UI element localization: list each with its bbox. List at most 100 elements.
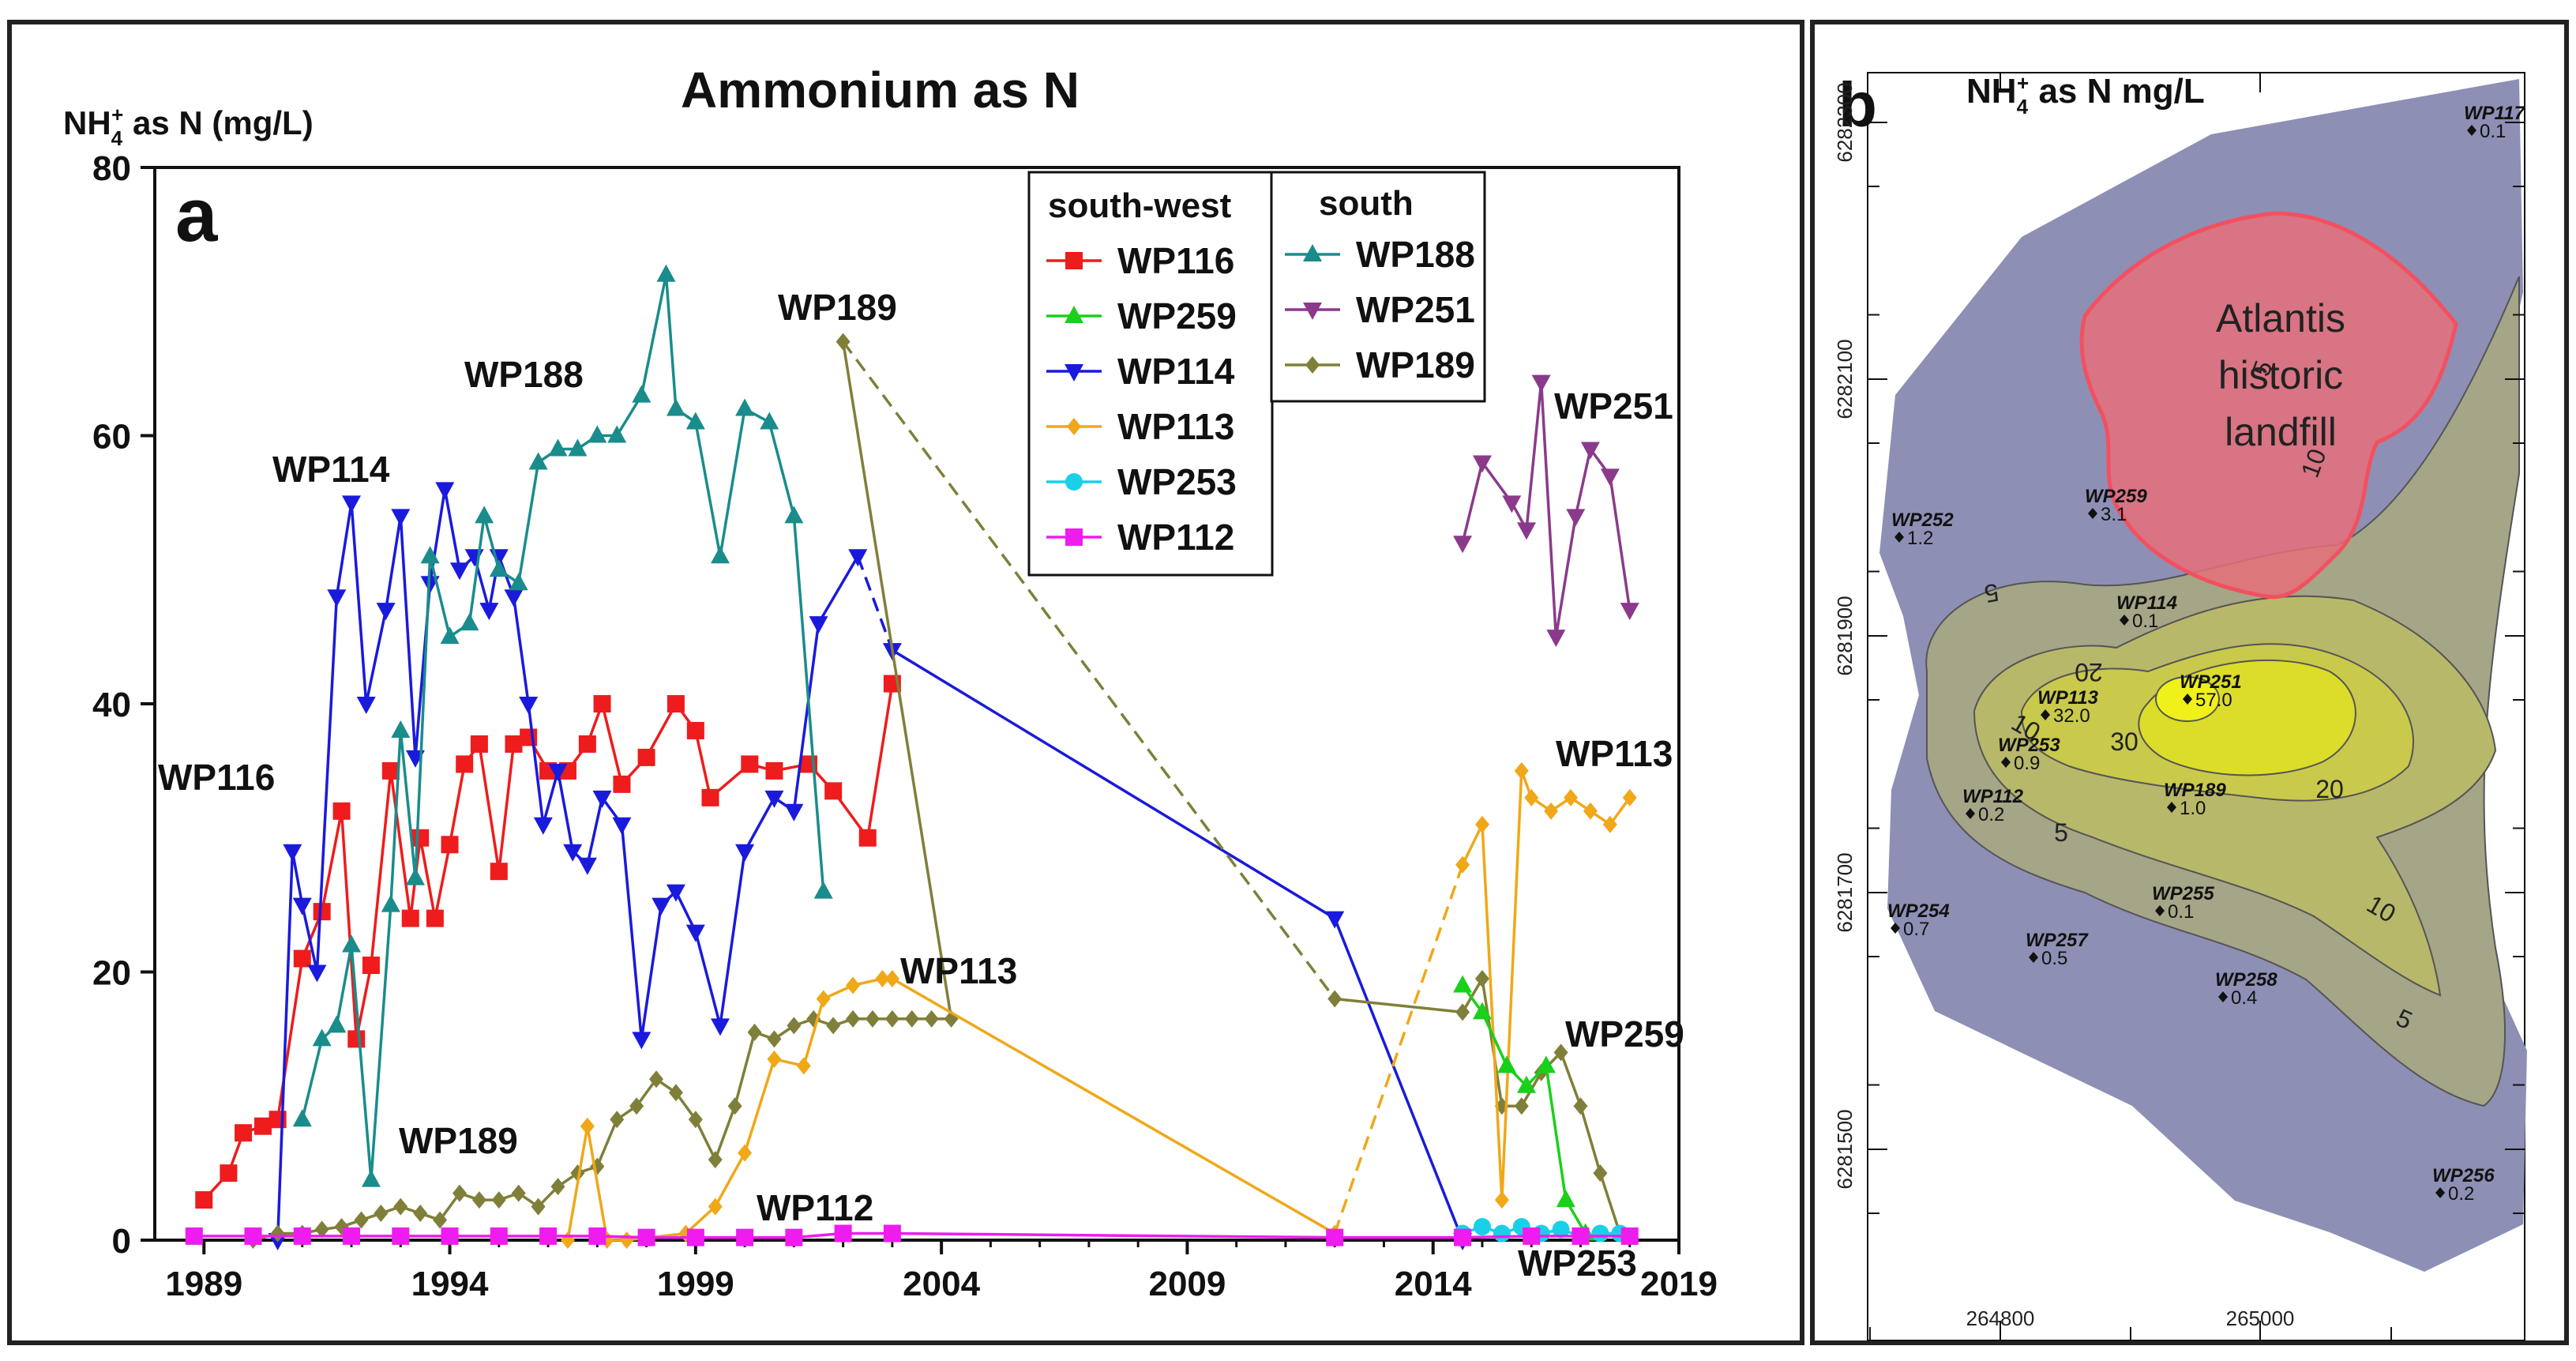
well-marker [2218, 991, 2228, 1002]
legend-title-south: south [1319, 184, 1414, 223]
WP188-point [685, 412, 705, 430]
legend-title-southwest: south-west [1048, 186, 1232, 225]
WP251-point [1600, 468, 1620, 487]
WP116-point [253, 1117, 272, 1135]
legend-label-wp113: WP113 [1117, 406, 1234, 447]
WP188-point [509, 573, 528, 591]
well-value: 0.2 [1978, 804, 2004, 825]
WP116-point [578, 735, 596, 753]
WP189-point [1593, 1164, 1608, 1182]
legend-WP116-point [1065, 252, 1083, 269]
y-axis: 0 20 40 60 80 [92, 149, 155, 1261]
WP112-point [736, 1228, 754, 1246]
WP188-point [489, 559, 509, 577]
WP112-line [193, 1231, 1630, 1239]
WP189-point [491, 1191, 506, 1209]
WP114-point [504, 589, 524, 607]
WP114-point [710, 1018, 730, 1036]
series-wp251 [1453, 374, 1639, 648]
series-wp259 [1453, 975, 1595, 1241]
y-tick-label: 20 [92, 954, 131, 993]
legend-WP189-point [1305, 356, 1320, 374]
legend-label-wp114: WP114 [1117, 351, 1235, 392]
panel-b: Atlantis historic landfill b NH4+ as N m… [1833, 70, 2527, 1341]
WP116-point [505, 735, 523, 753]
WP253-point [1552, 1220, 1570, 1239]
WP112-point [588, 1227, 606, 1245]
annotation-label: WP114 [272, 449, 390, 490]
well-marker [2155, 905, 2165, 916]
y-tick-label: 60 [92, 418, 131, 457]
WP188-point [342, 934, 362, 953]
WP116-point [411, 829, 430, 847]
WP189-point [787, 1017, 802, 1035]
WP188-point [656, 264, 676, 282]
series-wp113 [560, 761, 1637, 1249]
WP116-point [332, 802, 351, 820]
WP114-point [391, 509, 411, 527]
WP259-point [1472, 1002, 1492, 1020]
legend-WP188-point [1303, 244, 1322, 261]
WP189-point [1474, 969, 1489, 987]
map-title: NH4+ as N mg/L [1966, 71, 2205, 118]
well-name: WP259 [2085, 486, 2147, 507]
contour-label: 5 [2054, 818, 2068, 847]
WP113-point [1544, 802, 1559, 820]
annotation-label: WP113 [900, 950, 1017, 991]
contour-label: 20 [2075, 658, 2103, 686]
WP251-point [1620, 603, 1639, 621]
WP188-point [784, 506, 804, 524]
WP189-point [846, 1009, 861, 1028]
contour-label: 5 [1982, 578, 2001, 609]
WP112-point [834, 1224, 852, 1243]
WP189-point [629, 1097, 644, 1115]
well-value: 32.0 [2053, 705, 2090, 727]
annotation-label: WP189 [778, 287, 897, 328]
WP188-point [391, 720, 411, 738]
WP189-point [836, 333, 851, 351]
WP112-point [1326, 1228, 1344, 1246]
well-marker [2088, 508, 2097, 519]
legend-WP114-point [1065, 364, 1083, 382]
landfill-area [2079, 211, 2458, 600]
WP116-point [765, 761, 783, 780]
WP116-point [701, 788, 719, 806]
well-value: 0.1 [2132, 611, 2158, 632]
WP188-point [405, 867, 425, 885]
map-axes: 6282300 6282100 6281900 6281700 6281500 26480… [1833, 73, 2525, 1340]
WP189-point [1573, 1097, 1588, 1115]
legend-label-wp188: WP188 [1356, 234, 1475, 275]
well-value: 0.1 [2168, 901, 2194, 923]
y-tick-label: 40 [92, 686, 131, 724]
contour-label: 30 [2110, 727, 2139, 756]
WP188-point [420, 546, 440, 564]
annotation-label: WP259 [1565, 1013, 1684, 1055]
y-axis-label: NH4+ as N (mg/L) [63, 103, 314, 150]
well-marker [1966, 808, 1975, 819]
WP114-point [292, 897, 312, 915]
WP114-point [612, 817, 632, 835]
legend-label-wp116: WP116 [1117, 240, 1234, 281]
WP114-point [307, 964, 327, 983]
WP113-point [875, 969, 890, 987]
WP114-line [276, 489, 859, 1241]
WP189-point [314, 1220, 329, 1239]
well-value: 1.0 [2180, 798, 2206, 819]
WP116-point [195, 1191, 213, 1209]
WP112-point [185, 1227, 203, 1245]
well-marker [2029, 952, 2038, 963]
WP113-point [816, 990, 831, 1008]
legend-label-wp112: WP112 [1117, 517, 1234, 558]
well-layer: WP1170.1WP2521.2WP2593.1WP1140.1WP25157.… [1887, 103, 2526, 1205]
WP251-line [1461, 382, 1632, 637]
well-value: 0.4 [2231, 987, 2257, 1009]
WP114-point [533, 817, 553, 835]
WP116-point [470, 735, 488, 753]
WP113-point [708, 1197, 723, 1216]
WP189-point [550, 1178, 565, 1196]
